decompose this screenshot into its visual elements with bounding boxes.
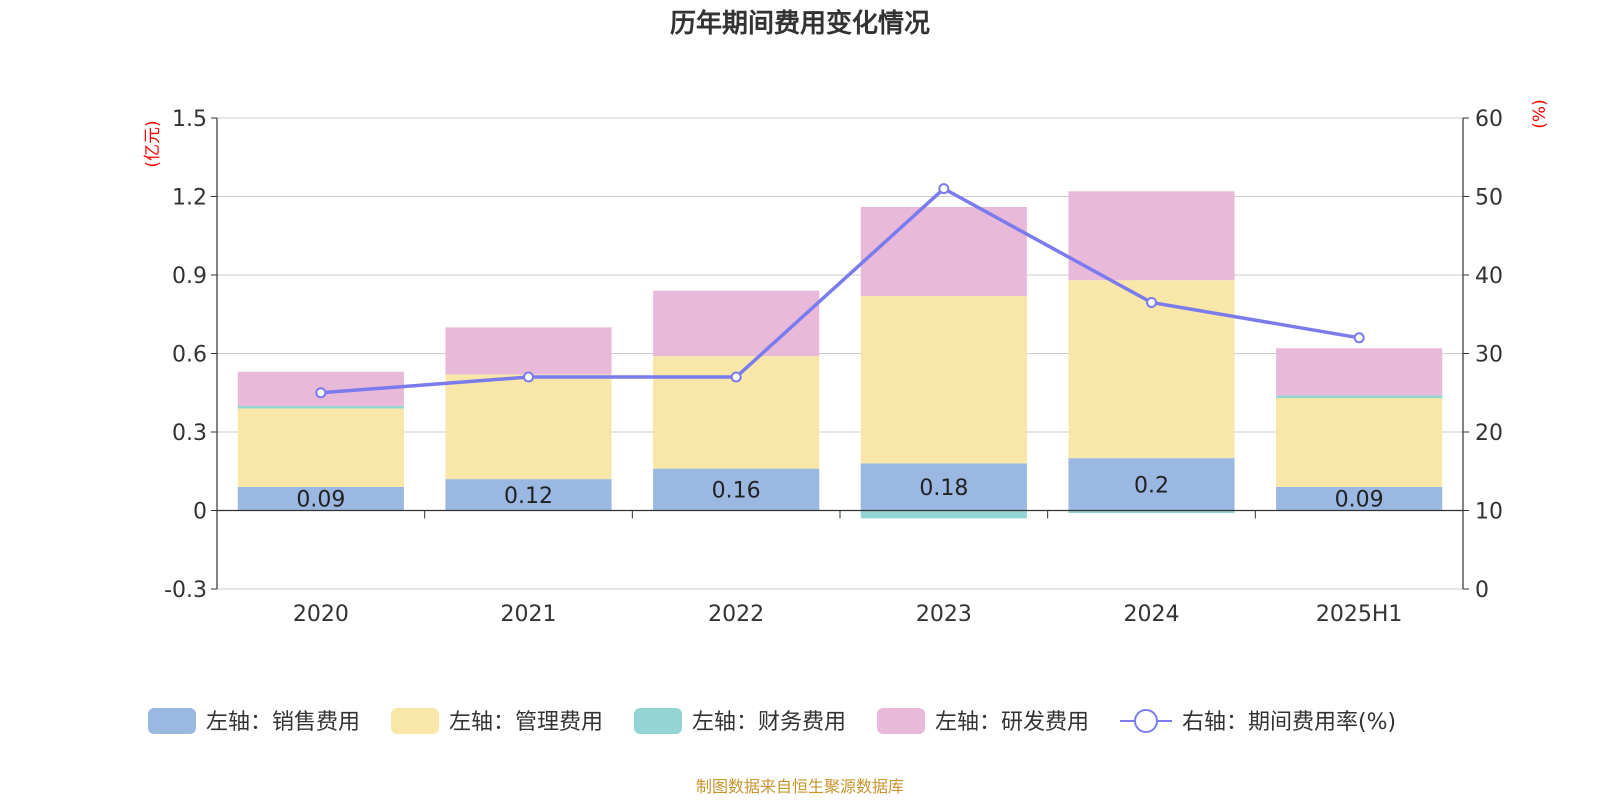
left-tick-label: 0.6	[172, 343, 207, 368]
bar-segment-1	[860, 295, 1027, 464]
bar-segment-1	[1276, 397, 1443, 487]
sales-data-label: 0.2	[1134, 473, 1169, 498]
data-labels: 0.09 0.12 0.16 0.18 0.2 0.09	[296, 473, 1383, 512]
bar-segment-3	[1068, 191, 1235, 281]
bar-segment-1	[1068, 280, 1235, 459]
right-tick-label: 30	[1475, 343, 1503, 368]
source-note: 制图数据来自恒生聚源数据库	[696, 777, 904, 796]
rate-point	[523, 371, 534, 383]
rate-point	[730, 371, 742, 383]
left-tick-label: 0.9	[172, 264, 207, 289]
right-tick-label: 20	[1475, 421, 1503, 446]
right-tick-label: 50	[1475, 186, 1503, 211]
bar-segment-3	[653, 290, 820, 357]
chart-title: 历年期间费用变化情况	[670, 8, 930, 39]
left-tick-label: 1.5	[172, 107, 207, 132]
category-label: 2020	[293, 602, 349, 627]
bar-segment-3	[1276, 348, 1443, 396]
bar-segment-2	[237, 405, 404, 409]
rate-point	[938, 183, 950, 195]
rate-point	[1353, 332, 1365, 344]
left-axis-unit: (亿元)	[143, 120, 163, 167]
rate-line	[320, 186, 1360, 395]
bar-segment-0	[237, 486, 404, 511]
category-label: 2022	[708, 602, 764, 627]
category-label: 2021	[501, 602, 557, 627]
legend-label: 左轴：研发费用	[935, 710, 1089, 735]
category-label: 2024	[1124, 602, 1180, 627]
bar-segment-3	[445, 327, 612, 375]
legend: 左轴：销售费用 左轴：管理费用 左轴：财务费用 左轴：研发费用 右轴：期间费用率(%)	[148, 708, 1396, 735]
bar-segment-1	[237, 408, 404, 487]
bar-segment-2	[1068, 510, 1235, 514]
legend-marker	[1134, 709, 1158, 733]
legend-swatch	[634, 708, 682, 734]
axes: 1.5 1.2 0.9 0.6 0.3 0 -0.3 60 50 40 30 20 10 0 (亿元) (%)…	[143, 99, 1550, 627]
left-tick-label: 0	[193, 500, 207, 525]
legend-label: 左轴：管理费用	[449, 710, 603, 735]
legend-label: 右轴：期间费用率(%)	[1182, 710, 1396, 735]
left-tick-label: 1.2	[172, 186, 207, 211]
sales-data-label: 0.09	[296, 488, 345, 513]
bar-segment-2	[860, 510, 1027, 519]
legend-swatch	[877, 708, 925, 734]
legend-label: 左轴：财务费用	[692, 710, 846, 735]
legend-swatch	[148, 708, 196, 734]
bar-segment-3	[860, 206, 1027, 296]
category-label: 2023	[916, 602, 972, 627]
right-tick-label: 60	[1475, 107, 1503, 132]
bar-segment-0	[860, 463, 1027, 511]
right-tick-label: 40	[1475, 264, 1503, 289]
right-axis-unit: (%)	[1530, 99, 1550, 128]
bar-segment-0	[653, 468, 820, 511]
bar-segment-0	[1068, 458, 1235, 511]
left-tick-label: 0.3	[172, 421, 207, 446]
legend-label: 左轴：销售费用	[206, 710, 360, 735]
rate-point	[1146, 296, 1157, 308]
sales-data-label: 0.18	[919, 476, 968, 501]
category-label: 2025H1	[1316, 602, 1403, 627]
left-tick-label: -0.3	[164, 578, 207, 603]
right-tick-label: 10	[1475, 500, 1503, 525]
bar-segment-0	[445, 479, 612, 511]
bar-segment-1	[445, 374, 612, 480]
right-tick-label: 0	[1475, 578, 1489, 603]
rate-point	[315, 387, 327, 399]
bar-segment-2	[1276, 395, 1443, 398]
sales-data-label: 0.16	[712, 479, 761, 504]
bar-segment-0	[1276, 486, 1443, 511]
legend-swatch	[391, 708, 439, 734]
rate-line-series	[315, 183, 1365, 399]
bar-series	[237, 191, 1443, 519]
sales-data-label: 0.12	[504, 484, 553, 509]
sales-data-label: 0.09	[1335, 488, 1384, 513]
